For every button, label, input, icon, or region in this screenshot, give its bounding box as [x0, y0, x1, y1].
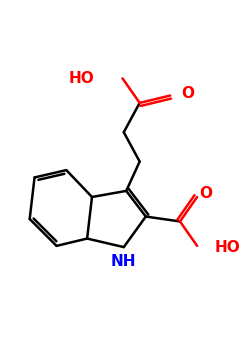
Text: O: O — [200, 186, 212, 201]
Text: NH: NH — [111, 254, 136, 270]
Text: HO: HO — [69, 71, 94, 86]
Text: HO: HO — [214, 240, 240, 254]
Text: O: O — [181, 86, 194, 100]
